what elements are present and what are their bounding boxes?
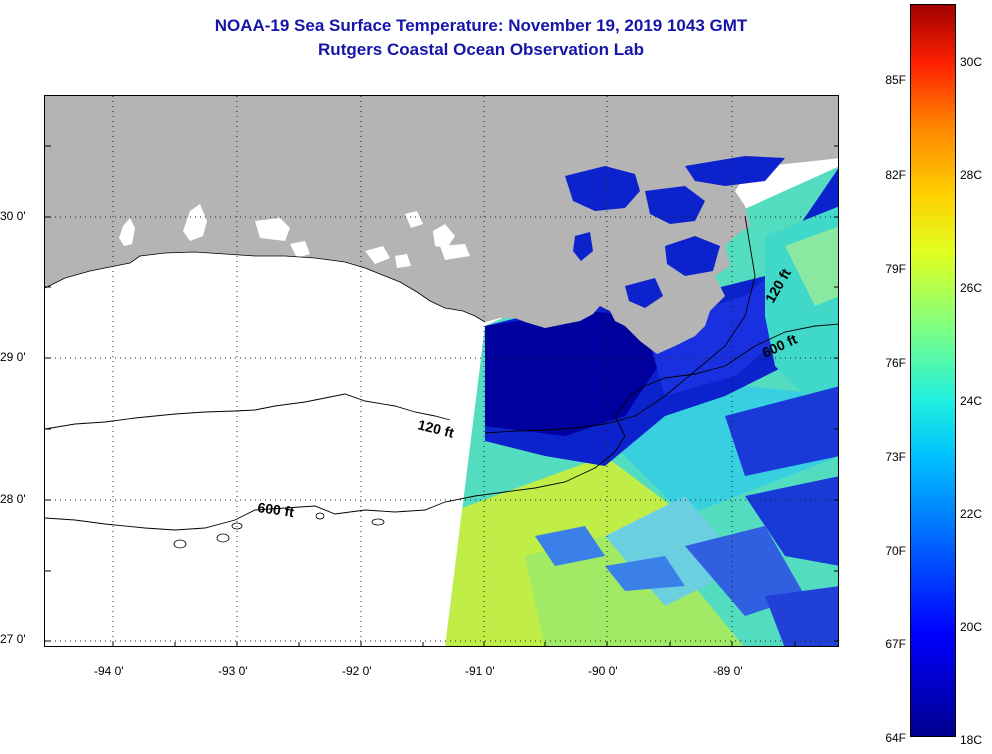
contour-label-600ft: 600 ft — [257, 499, 296, 520]
map-subtitle: Rutgers Coastal Ocean Observation Lab — [318, 40, 644, 59]
colorbar-c-18: 18C — [960, 733, 983, 747]
isobath-120ft — [45, 215, 756, 434]
colorbar-f-64: 64F — [885, 731, 906, 745]
colorbar-c-22: 22C — [960, 507, 983, 521]
colorbar-c-28: 28C — [960, 168, 983, 182]
lon-label-94: -94 0' — [94, 664, 124, 678]
lat-label-29: 29 0' — [0, 350, 26, 364]
lat-label-30: 30 0' — [0, 209, 26, 223]
colorbar-c-20: 20C — [960, 620, 983, 634]
colorbar-c-24: 24C — [960, 394, 983, 408]
sst-map: 120 ft 600 ft 120 ft 600 ft — [44, 95, 839, 647]
map-title: NOAA-19 Sea Surface Temperature: Novembe… — [214, 16, 748, 35]
lon-label-93: -93 0' — [218, 664, 248, 678]
colorbar-f-73: 73F — [885, 450, 906, 464]
lat-label-27: 27 0' — [0, 632, 26, 646]
colorbar-c-26: 26C — [960, 281, 983, 295]
coastline — [45, 251, 486, 323]
colorbar-f-70: 70F — [885, 544, 906, 558]
inland-water — [565, 156, 785, 308]
lon-label-90: -90 0' — [588, 664, 618, 678]
colorbar-f-67: 67F — [885, 637, 906, 651]
colorbar-f-76: 76F — [885, 356, 906, 370]
lon-label-91: -91 0' — [465, 664, 495, 678]
colorbar-f-79: 79F — [885, 262, 906, 276]
graticule — [45, 96, 838, 646]
colorbar — [910, 4, 956, 737]
isobath-600ft — [45, 323, 838, 531]
colorbar-f-82: 82F — [885, 168, 906, 182]
lakes — [119, 204, 470, 268]
lat-label-28: 28 0' — [0, 492, 26, 506]
axis-ticks — [45, 145, 838, 646]
lon-label-92: -92 0' — [342, 664, 372, 678]
colorbar-f-85: 85F — [885, 73, 906, 87]
isobath-small-loops — [173, 512, 385, 549]
colorbar-c-30: 30C — [960, 55, 983, 69]
lon-label-89: -89 0' — [713, 664, 743, 678]
contour-label-120ft: 120 ft — [416, 416, 456, 440]
